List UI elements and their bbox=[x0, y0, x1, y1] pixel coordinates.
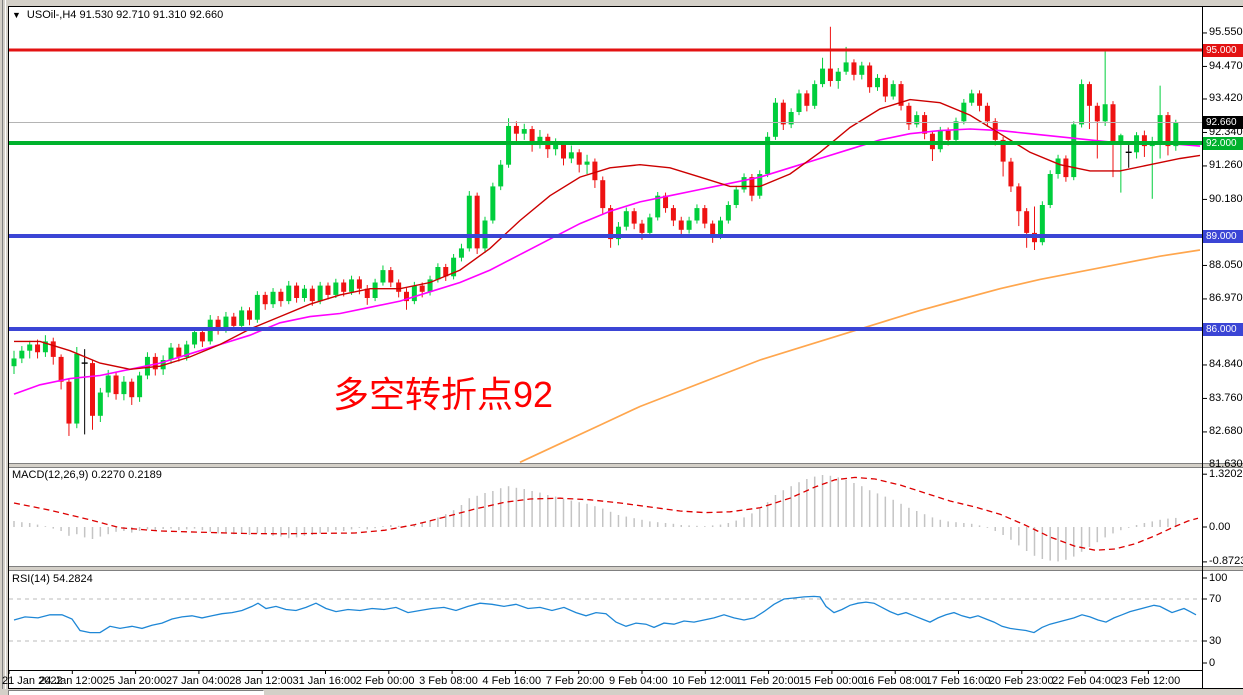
annotation-text[interactable]: 多空转折点92 bbox=[333, 374, 554, 415]
time-tick-label: 15 Feb 00:00 bbox=[798, 675, 864, 687]
time-tick-label: 20 Feb 23:00 bbox=[988, 675, 1054, 687]
time-tick-label: 31 Jan 16:00 bbox=[292, 675, 357, 687]
window-left-edge-highlight bbox=[5, 0, 6, 695]
time-tick-label: 24 Jan 12:00 bbox=[39, 675, 103, 687]
price-tick-label: 93.420 bbox=[1209, 92, 1243, 105]
time-tick-label: 11 Feb 20:00 bbox=[735, 675, 800, 687]
price-tick-label: 86.970 bbox=[1209, 292, 1243, 305]
bottom-strip bbox=[0, 689, 1243, 695]
time-axis-border bbox=[8, 670, 1203, 671]
macd-tick-label: -0.8723 bbox=[1209, 555, 1243, 568]
time-tick-label: 27 Jan 04:00 bbox=[165, 675, 230, 687]
macd-tick-label: 0.00 bbox=[1209, 520, 1231, 533]
bottom-inset-bar bbox=[8, 690, 264, 695]
time-tick-label: 17 Feb 16:00 bbox=[925, 675, 991, 687]
time-tick-label: 4 Feb 16:00 bbox=[482, 675, 542, 687]
time-tick-label: 22 Feb 04:00 bbox=[1052, 675, 1117, 687]
time-tick-label: 21 Jan 2022 bbox=[2, 675, 63, 687]
price-tick-label: 88.050 bbox=[1209, 258, 1243, 271]
price-badge-89.000: 89.000 bbox=[1203, 229, 1243, 243]
pane-splitter-macd[interactable] bbox=[9, 463, 1243, 468]
time-tick-label: 23 Feb 12:00 bbox=[1115, 675, 1181, 687]
price-badge-95.000: 95.000 bbox=[1203, 43, 1243, 57]
chart-title: USOil-,H4 91.530 92.710 91.310 92.660 bbox=[26, 9, 224, 21]
price-tick-label: 82.680 bbox=[1209, 425, 1243, 438]
time-tick-label: 9 Feb 04:00 bbox=[609, 675, 668, 687]
price-tick-label: 83.760 bbox=[1209, 391, 1243, 404]
price-tick-label: 81.630 bbox=[1209, 457, 1243, 470]
frame-bottom-border bbox=[8, 688, 1243, 689]
time-tick-label: 16 Feb 08:00 bbox=[862, 675, 928, 687]
chart-window[interactable] bbox=[8, 6, 1243, 689]
price-tick-label: 90.180 bbox=[1209, 192, 1243, 205]
macd-label: MACD(12,26,9) 0.2270 0.2189 bbox=[12, 469, 162, 481]
macd-tick-label: 1.3202 bbox=[1209, 467, 1243, 480]
price-tick-label: 91.260 bbox=[1209, 159, 1243, 172]
time-tick-label: 7 Feb 20:00 bbox=[545, 675, 605, 687]
time-tick-label: 28 Jan 12:00 bbox=[229, 675, 293, 687]
pane-splitter-rsi[interactable] bbox=[9, 566, 1243, 571]
rsi-tick-label: 70 bbox=[1209, 592, 1222, 605]
rsi-tick-label: 100 bbox=[1209, 571, 1228, 584]
chart-title-row: ▼ USOil-,H4 91.530 92.710 91.310 92.660 bbox=[12, 9, 223, 21]
rsi-label: RSI(14) 54.2824 bbox=[12, 573, 93, 585]
price-badge-92.660: 92.660 bbox=[1203, 116, 1243, 130]
symbol-dropdown-icon[interactable]: ▼ bbox=[12, 9, 21, 20]
time-tick-label: 25 Jan 20:00 bbox=[102, 675, 167, 687]
rsi-tick-label: 0 bbox=[1209, 656, 1216, 669]
time-tick-label: 3 Feb 08:00 bbox=[419, 675, 478, 687]
time-tick-label: 2 Feb 00:00 bbox=[355, 675, 415, 687]
price-tick-label: 84.840 bbox=[1209, 358, 1243, 371]
price-badge-86.000: 86.000 bbox=[1203, 322, 1243, 336]
price-tick-label: 95.550 bbox=[1209, 26, 1243, 39]
price-axis-border bbox=[1202, 6, 1203, 688]
rsi-tick-label: 30 bbox=[1209, 634, 1222, 647]
price-badge-92.000: 92.000 bbox=[1203, 136, 1243, 150]
time-tick-label: 10 Feb 12:00 bbox=[672, 675, 738, 687]
window-left-edge bbox=[2, 0, 3, 695]
price-tick-label: 94.470 bbox=[1209, 59, 1243, 72]
